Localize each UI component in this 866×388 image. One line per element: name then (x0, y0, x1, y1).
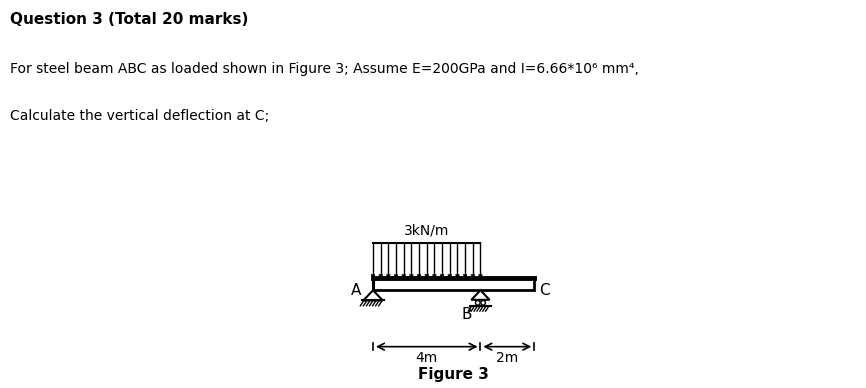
Polygon shape (440, 275, 444, 278)
Circle shape (475, 301, 480, 305)
Polygon shape (410, 275, 413, 278)
Bar (373, 278, 534, 290)
Text: 2m: 2m (496, 352, 519, 365)
Polygon shape (471, 275, 475, 278)
Polygon shape (463, 275, 467, 278)
Text: 3kN/m: 3kN/m (404, 223, 449, 237)
Polygon shape (471, 290, 489, 300)
Text: A: A (352, 283, 362, 298)
Polygon shape (402, 275, 405, 278)
Text: 4m: 4m (416, 352, 438, 365)
Polygon shape (417, 275, 421, 278)
Polygon shape (378, 275, 383, 278)
Polygon shape (479, 275, 482, 278)
Polygon shape (448, 275, 452, 278)
Polygon shape (425, 275, 429, 278)
Text: B: B (462, 307, 472, 322)
Polygon shape (394, 275, 398, 278)
Polygon shape (456, 275, 459, 278)
Text: Question 3 (Total 20 marks): Question 3 (Total 20 marks) (10, 12, 249, 27)
Text: Calculate the vertical deflection at C;: Calculate the vertical deflection at C; (10, 109, 269, 123)
Text: Figure 3: Figure 3 (418, 367, 489, 382)
Circle shape (481, 301, 486, 305)
Text: C: C (539, 283, 550, 298)
Polygon shape (386, 275, 391, 278)
Polygon shape (372, 275, 375, 278)
Polygon shape (364, 290, 383, 300)
Polygon shape (432, 275, 436, 278)
Text: For steel beam ABC as loaded shown in Figure 3; Assume E=200GPa and I=6.66*10⁶ m: For steel beam ABC as loaded shown in Fi… (10, 62, 639, 76)
